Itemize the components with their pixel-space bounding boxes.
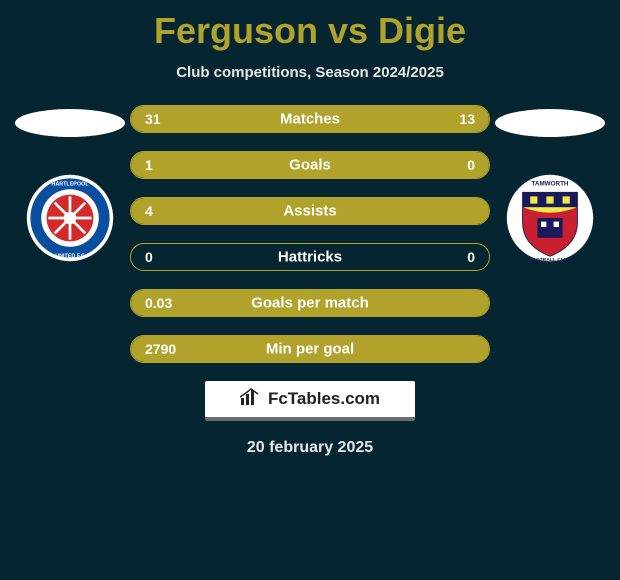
left-team-crest: HARTLEPOOL UNITED F.C	[25, 173, 115, 263]
date-line: 20 february 2025	[247, 439, 373, 457]
stat-value-left: 4	[145, 203, 153, 219]
stat-label: Min per goal	[266, 341, 354, 358]
left-headshot-placeholder	[15, 109, 125, 137]
comparison-panel: HARTLEPOOL UNITED F.C 31 Matches 13 1 Go…	[0, 105, 620, 363]
stat-row-goals-per-match: 0.03 Goals per match	[130, 289, 490, 317]
stat-row-assists: 4 Assists	[130, 197, 490, 225]
right-player-col: TAMWORTH FOOTBALL CLUB	[490, 105, 610, 263]
stat-value-right: 0	[467, 157, 475, 173]
stat-row-matches: 31 Matches 13	[130, 105, 490, 133]
stat-value-right: 13	[459, 111, 475, 127]
fctables-logo: FcTables.com	[205, 381, 415, 421]
stat-row-goals: 1 Goals 0	[130, 151, 490, 179]
fctables-logo-text: FcTables.com	[268, 389, 380, 409]
stat-label: Matches	[280, 111, 340, 128]
stat-label: Goals	[289, 157, 331, 174]
stats-bars: 31 Matches 13 1 Goals 0 4 Assists	[130, 105, 490, 363]
stat-row-hattricks: 0 Hattricks 0	[130, 243, 490, 271]
stat-value-left: 1	[145, 157, 153, 173]
page-title: Ferguson vs Digie	[154, 10, 466, 52]
stat-label: Goals per match	[251, 295, 369, 312]
svg-text:FOOTBALL CLUB: FOOTBALL CLUB	[529, 257, 571, 263]
stat-value-right: 0	[467, 249, 475, 265]
stat-label: Assists	[283, 203, 336, 220]
right-headshot-placeholder	[495, 109, 605, 137]
stat-value-left: 0	[145, 249, 153, 265]
stat-fill-left	[131, 152, 400, 178]
stat-fill-left	[131, 106, 382, 132]
stat-fill-right	[400, 152, 490, 178]
stat-value-left: 2790	[145, 341, 176, 357]
right-team-crest: TAMWORTH FOOTBALL CLUB	[505, 173, 595, 263]
stat-label: Hattricks	[278, 249, 342, 266]
svg-text:HARTLEPOOL: HARTLEPOOL	[51, 182, 89, 188]
stat-row-min-per-goal: 2790 Min per goal	[130, 335, 490, 363]
subtitle: Club competitions, Season 2024/2025	[176, 64, 444, 81]
left-player-col: HARTLEPOOL UNITED F.C	[10, 105, 130, 263]
chart-icon	[240, 388, 262, 411]
svg-text:UNITED F.C: UNITED F.C	[55, 254, 85, 260]
stat-value-left: 0.03	[145, 295, 172, 311]
stat-value-left: 31	[145, 111, 161, 127]
svg-text:TAMWORTH: TAMWORTH	[532, 181, 569, 188]
